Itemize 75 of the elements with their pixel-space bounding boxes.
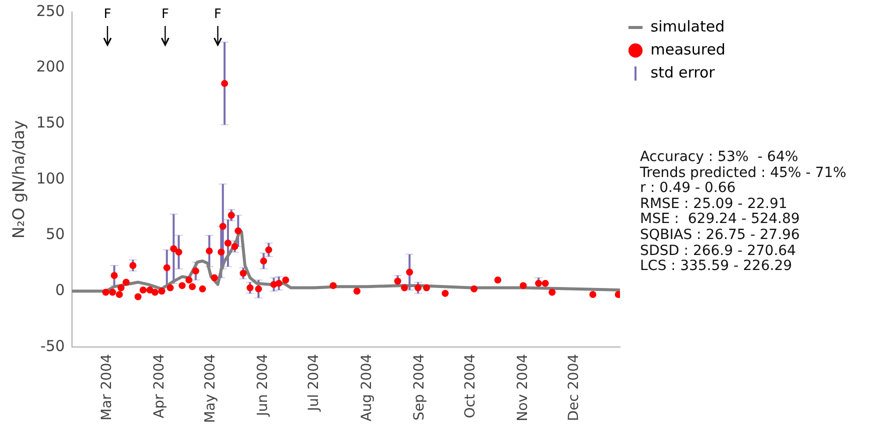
point (158, 288, 166, 295)
point (275, 280, 282, 287)
point (206, 247, 213, 254)
x-tick-label: Mar 2004 (99, 354, 116, 420)
x-tick-label: Jun 2004 (255, 354, 272, 417)
point (151, 288, 158, 296)
point (178, 282, 186, 290)
text: RMSE : 25.09 - 22.91 (640, 196, 788, 212)
x-tick-label: Nov 2004 (514, 354, 531, 422)
text: MSE : 629.24 - 524.89 (640, 211, 800, 228)
point (520, 282, 527, 290)
text: Trends predicted : 45% - 71% (640, 164, 846, 181)
point (282, 276, 290, 284)
x-tick-label: Dec 2004 (566, 354, 582, 422)
legend-label: simulated (650, 17, 725, 36)
text: LCS : 335.59 - 226.29 (640, 258, 792, 274)
text: SDSD : 266.9 - 270.64 (640, 242, 796, 259)
x-tick-label: May 2004 (202, 354, 219, 424)
point (163, 264, 170, 272)
point (542, 280, 549, 287)
point (406, 268, 414, 276)
point (265, 246, 272, 254)
point (210, 274, 218, 282)
y-tick-label: 250 (36, 2, 65, 20)
text: Accuracy : 53% - 64% (640, 149, 798, 165)
ref-line-label: F (161, 6, 169, 22)
point (102, 288, 110, 296)
point (442, 290, 449, 297)
point (353, 288, 360, 295)
x-tick-label: Sep 2004 (411, 354, 428, 420)
text: SQBIAS : 26.75 - 27.96 (640, 226, 800, 243)
point (423, 284, 430, 292)
point (170, 245, 178, 252)
point (116, 291, 123, 298)
point (134, 293, 142, 300)
point (192, 268, 200, 275)
point (400, 284, 408, 292)
text: std error (650, 63, 716, 82)
ref-line-label: F (214, 6, 222, 22)
point (260, 258, 268, 264)
point (470, 285, 478, 292)
x-tick-label: Aug 2004 (358, 354, 375, 422)
y-tick-label: 100 (36, 169, 65, 188)
y-tick-label: 50 (46, 225, 65, 244)
point (185, 276, 192, 284)
point (548, 288, 556, 296)
y-tick-label: -50 (40, 336, 65, 355)
point (221, 80, 228, 87)
y-tick-label: 0 (55, 281, 65, 300)
point (494, 276, 502, 284)
x-tick-label: Apr 2004 (152, 354, 168, 418)
point (255, 285, 262, 292)
y-tick-label: 200 (36, 58, 65, 76)
point (118, 284, 125, 292)
point (330, 282, 337, 290)
x-tick-label: Jul 2004 (306, 354, 322, 412)
point (109, 288, 116, 296)
point (589, 291, 596, 298)
point (224, 240, 232, 247)
point (218, 248, 225, 256)
point (188, 283, 196, 290)
x-tick-label: Oct 2004 (462, 354, 478, 418)
point (140, 286, 147, 294)
point (219, 222, 226, 230)
legend-label: measured (650, 40, 726, 58)
point (166, 284, 174, 292)
point (234, 227, 242, 234)
ref-line-label: F (104, 6, 112, 22)
text: r : 0.49 - 0.66 (640, 180, 736, 196)
y-axis-title: N₂O gN/ha/day (8, 120, 28, 239)
point (110, 272, 118, 280)
y-tick-label: 150 (36, 114, 65, 132)
point (122, 278, 130, 286)
point (199, 285, 206, 292)
point (175, 248, 182, 256)
